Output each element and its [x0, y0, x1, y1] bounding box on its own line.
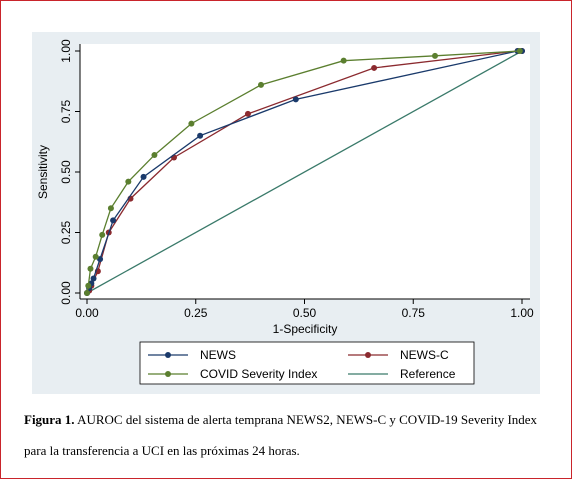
x-tick-label: 0.25: [184, 306, 208, 320]
series-point: [90, 275, 97, 282]
x-axis-label: 1-Specificity: [273, 322, 338, 336]
caption-label: Figura 1.: [24, 412, 75, 427]
series-point: [140, 173, 147, 180]
y-tick-label: 0.00: [59, 281, 73, 305]
y-tick-label: 0.75: [59, 99, 73, 123]
series-point: [92, 253, 99, 260]
series-point: [258, 81, 264, 88]
x-tick-label: 0.50: [293, 306, 317, 320]
legend-swatch-marker: [165, 352, 171, 358]
series-point: [99, 231, 106, 238]
legend-label: NEWS: [200, 348, 236, 362]
series-line: [86, 50, 523, 294]
legend-swatch-marker: [365, 352, 371, 358]
x-tick-label: 0.00: [75, 306, 99, 320]
legend-swatch-marker: [165, 371, 171, 377]
series-point: [197, 132, 204, 139]
y-tick-label: 0.50: [59, 160, 73, 184]
legend-label: NEWS-C: [400, 348, 449, 362]
caption-text: AUROC del sistema de alerta temprana NEW…: [24, 412, 538, 458]
series-point: [244, 110, 251, 117]
y-tick-label: 1.00: [59, 39, 73, 63]
series-point: [87, 265, 94, 272]
series-point: [151, 152, 158, 159]
x-tick-label: 1.00: [510, 306, 534, 320]
series-point: [125, 178, 132, 185]
series-point: [340, 57, 347, 64]
series-point: [85, 282, 92, 289]
series-point: [84, 290, 90, 296]
series-point: [432, 52, 438, 59]
legend-label: Reference: [400, 367, 456, 381]
series-point: [292, 96, 299, 103]
x-tick-label: 0.75: [402, 306, 426, 320]
roc-chart: 0.000.00 0.25 0.25 0.50 0.50 0.75 0.75 1.00 1.00…: [36, 39, 534, 385]
legend-label: COVID Severity Index: [200, 367, 317, 381]
series-point: [107, 205, 114, 212]
figure-caption: Figura 1. AUROC del sistema de alerta te…: [24, 404, 554, 466]
series-point: [516, 48, 523, 54]
legend-box: [139, 341, 475, 385]
y-axis-label: Sensitivity: [36, 145, 50, 199]
series-point: [371, 64, 378, 71]
y-tick-label: 0.25: [59, 220, 73, 244]
series-point: [110, 217, 117, 224]
series-point: [188, 120, 195, 127]
